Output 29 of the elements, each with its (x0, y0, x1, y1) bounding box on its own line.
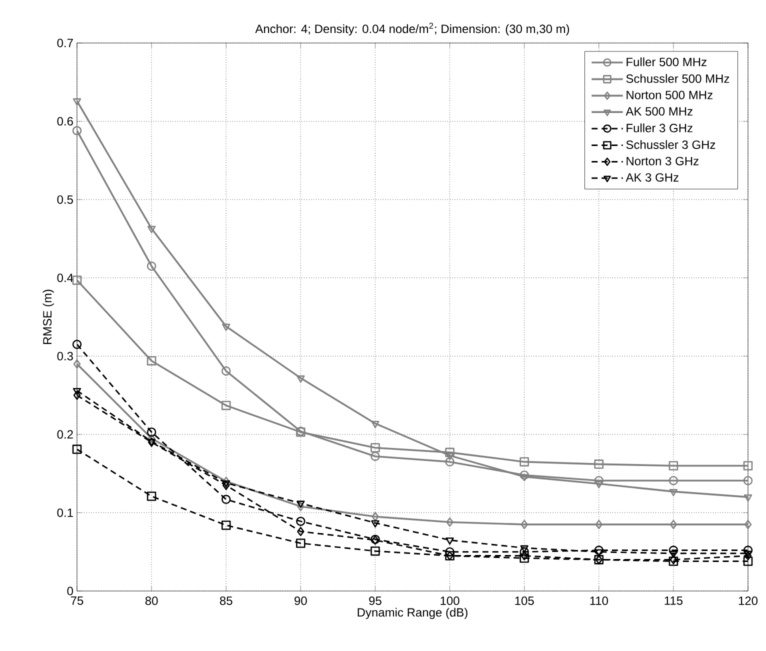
y-tick-label: 0.1 (57, 508, 73, 517)
legend-label: Norton 500 MHz (626, 90, 712, 100)
y-tick-label: 0.7 (57, 38, 73, 48)
x-tick-label: 100 (440, 596, 460, 606)
x-tick-label: 80 (145, 596, 158, 606)
chart-title: Anchor: 4; Density: 0.04 node/m$^{2}$; Dimension: (30 m,30 m) (255, 22, 570, 36)
y-tick-label: 0.4 (57, 274, 74, 282)
legend-label: Fuller 500 MHz (626, 57, 706, 66)
legend-label: Schussler 500 MHz (626, 74, 730, 83)
legend-label: AK 3 GHz (626, 173, 678, 182)
y-tick-label: 0.5 (57, 195, 73, 204)
x-tick-label: 95 (369, 596, 382, 606)
legend-label: AK 500 MHz (626, 107, 692, 116)
x-tick-label: 105 (515, 596, 534, 606)
y-tick-label: 0.2 (57, 430, 73, 439)
x-tick-label: 90 (294, 596, 307, 606)
x-tick-label: 110 (590, 596, 608, 606)
y-tick-label: 0.6 (57, 117, 73, 126)
x-tick-label: 115 (664, 596, 683, 605)
x-tick-label: 75 (70, 596, 84, 605)
x-tick-label: 120 (738, 596, 758, 606)
legend-label: Schussler 3 GHz (626, 140, 716, 149)
y-tick-label: 0.3 (57, 352, 73, 360)
x-tick-label: 85 (220, 596, 232, 606)
legend-label: Fuller 3 GHz (626, 123, 692, 132)
legend-label: Norton 3 GHz (626, 156, 698, 166)
x-axis-title: Dynamic Range (dB) (358, 608, 468, 620)
y-tick-label: 0 (67, 586, 74, 596)
y-axis-title: RMSE (m) (42, 290, 54, 344)
